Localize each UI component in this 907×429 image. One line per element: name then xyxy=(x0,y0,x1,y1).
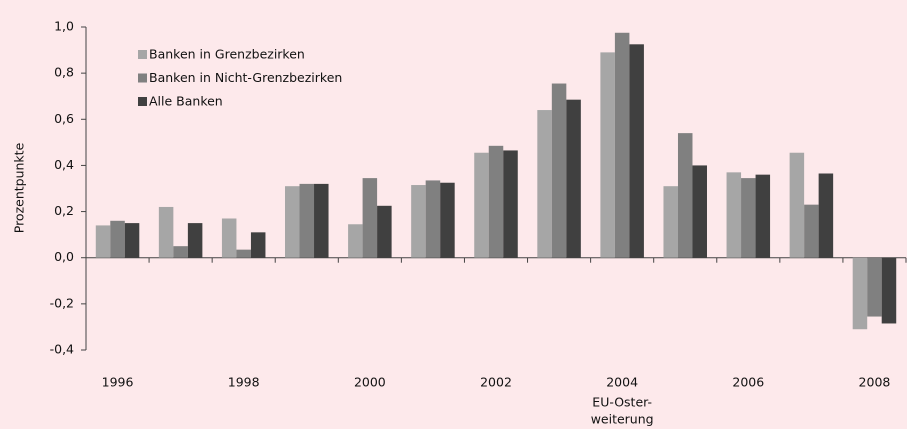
y-tick-label: 1,0 xyxy=(54,19,74,34)
x-tick-label: 1996 xyxy=(102,375,134,390)
legend-swatch xyxy=(138,73,147,83)
x-tick-label: 2008 xyxy=(859,375,891,390)
x-tick-label: 2000 xyxy=(354,375,386,390)
bar xyxy=(474,152,489,258)
bar xyxy=(221,218,237,258)
bar xyxy=(741,178,756,258)
bar xyxy=(250,232,266,258)
bar xyxy=(755,174,771,258)
legend-label: Alle Banken xyxy=(149,94,223,109)
y-tick-label: 0,0 xyxy=(54,249,74,264)
bar xyxy=(158,206,174,258)
y-tick-label: -0,2 xyxy=(50,295,74,310)
legend-swatch xyxy=(138,97,147,106)
bar xyxy=(789,152,805,258)
bar xyxy=(488,145,504,258)
y-tick-label: 0,8 xyxy=(54,65,74,80)
bar xyxy=(124,223,140,258)
x-tick-label: 2002 xyxy=(480,375,512,390)
bar xyxy=(867,257,882,317)
bar xyxy=(440,182,455,258)
legend-swatch xyxy=(138,50,147,59)
legend-label: Banken in Nicht-Grenzbezirken xyxy=(149,70,342,85)
bar xyxy=(314,183,329,258)
bar xyxy=(348,224,363,258)
bar xyxy=(692,165,707,258)
bar xyxy=(551,83,567,258)
bar xyxy=(503,150,518,258)
annotation: EU-Oster- xyxy=(592,395,652,410)
x-tick-label: 2004 xyxy=(606,375,638,390)
bar xyxy=(804,204,819,258)
bar xyxy=(629,44,644,258)
x-tick-label: 2006 xyxy=(732,375,764,390)
bar xyxy=(425,180,441,258)
y-tick-label: 0,2 xyxy=(54,203,74,218)
legend-label: Banken in Grenzbezirken xyxy=(149,47,305,62)
bar xyxy=(285,186,300,258)
bar xyxy=(726,172,742,258)
bar xyxy=(566,99,581,258)
bar xyxy=(663,186,678,258)
bar xyxy=(537,110,552,258)
bar xyxy=(852,257,868,330)
bar xyxy=(110,220,125,258)
y-axis-label: Prozentpunkte xyxy=(12,142,27,233)
bar xyxy=(377,205,392,258)
bar xyxy=(881,257,897,324)
x-tick-label: 1998 xyxy=(228,375,260,390)
y-tick-label: -0,4 xyxy=(50,342,74,357)
annotation: weiterung xyxy=(591,412,654,427)
bar xyxy=(362,178,378,258)
bar xyxy=(187,223,203,258)
bar xyxy=(299,183,315,258)
bar xyxy=(818,173,834,258)
bar xyxy=(614,32,630,258)
y-tick-label: 0,6 xyxy=(54,111,74,126)
bar xyxy=(600,52,615,258)
y-tick-label: 0,4 xyxy=(54,157,74,172)
bar xyxy=(236,249,251,258)
bar xyxy=(677,133,693,258)
bar xyxy=(173,246,188,258)
bar xyxy=(411,185,426,258)
bar xyxy=(95,225,111,258)
